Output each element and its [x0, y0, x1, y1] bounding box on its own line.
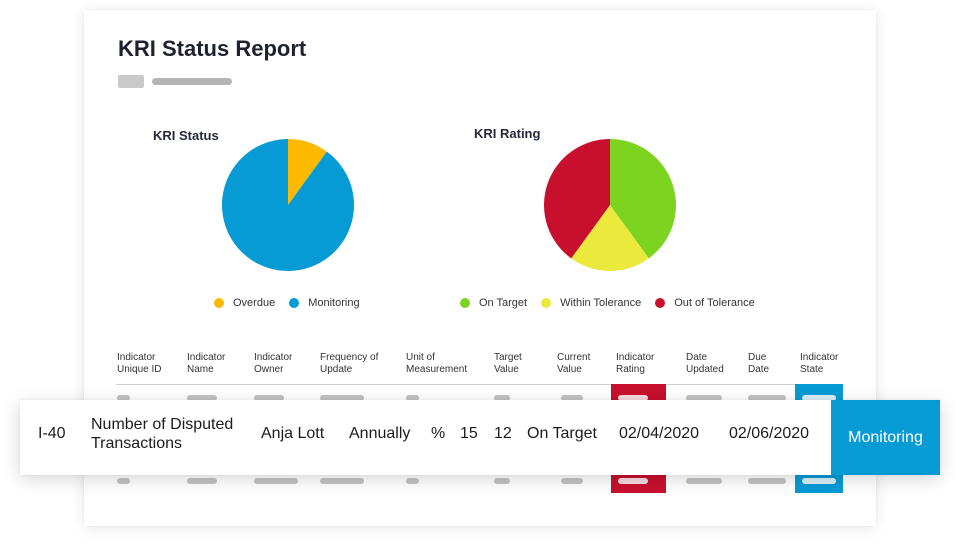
cell-id: I-40	[38, 425, 66, 442]
legend-item-overdue: Overdue	[214, 297, 275, 309]
legend-item-within-tolerance: Within Tolerance	[541, 297, 641, 309]
legend-dot-out-of-tolerance	[655, 298, 666, 308]
legend-item-monitoring: Monitoring	[289, 297, 360, 309]
pie-slice-overdue	[288, 139, 327, 205]
pie-slice-monitoring	[222, 139, 354, 271]
subtitle-placeholder-line	[152, 78, 232, 85]
legend-dot-overdue	[214, 298, 224, 308]
cell-frequency: Annually	[349, 425, 411, 442]
cell-target: 15	[460, 425, 478, 442]
kri-rating-pie	[544, 139, 676, 271]
kri-status-pie	[222, 139, 354, 271]
kri-rating-legend: On Target Within Tolerance Out of Tolera…	[460, 297, 769, 309]
header-frequency: Frequency of Update	[320, 352, 379, 375]
cell-date-updated: 02/04/2020	[619, 425, 700, 442]
legend-item-on-target: On Target	[460, 297, 527, 309]
legend-item-out-of-tolerance: Out of Tolerance	[655, 297, 755, 309]
header-target: Target Value	[494, 352, 522, 375]
header-owner: Indicator Owner	[254, 352, 293, 375]
kri-status-legend: Overdue Monitoring	[214, 297, 374, 309]
legend-label-within-tolerance: Within Tolerance	[560, 297, 642, 309]
cell-due-date: 02/06/2020	[729, 425, 810, 442]
kri-status-title: KRI Status	[153, 128, 219, 143]
cell-current: 12	[494, 425, 512, 442]
header-unique-id: Indicator Unique ID	[117, 352, 162, 375]
cell-rating: On Target	[527, 425, 597, 442]
subtitle-placeholder-pill	[118, 75, 144, 88]
legend-label-out-of-tolerance: Out of Tolerance	[674, 297, 755, 309]
report-title: KRI Status Report	[118, 36, 307, 61]
header-current: Current Value	[557, 352, 591, 375]
header-state: Indicator State	[800, 352, 839, 375]
pie-slice-within-tolerance	[571, 205, 649, 271]
header-unit: Unit of Measurement	[406, 352, 468, 375]
header-name: Indicator Name	[187, 352, 226, 375]
legend-dot-within-tolerance	[541, 298, 552, 308]
legend-label-overdue: Overdue	[233, 297, 276, 309]
legend-dot-monitoring	[289, 298, 300, 308]
cell-unit: %	[431, 425, 446, 442]
header-due-date: Due Date	[748, 352, 770, 375]
kri-rating-title: KRI Rating	[474, 126, 541, 141]
pie-slice-on-target	[610, 139, 676, 259]
table-header-divider	[116, 384, 842, 385]
header-rating: Indicator Rating	[616, 352, 655, 375]
cell-owner: Anja Lott	[261, 425, 325, 442]
cell-state: Monitoring	[831, 400, 940, 475]
cell-name: Number of Disputed Transactions	[91, 416, 234, 452]
legend-label-monitoring: Monitoring	[308, 297, 360, 309]
header-date-updated: Date Updated	[686, 352, 724, 375]
pie-slice-out-of-tolerance	[544, 139, 610, 259]
legend-label-on-target: On Target	[479, 297, 528, 309]
legend-dot-on-target	[460, 298, 470, 308]
highlighted-table-row[interactable]	[20, 400, 940, 475]
